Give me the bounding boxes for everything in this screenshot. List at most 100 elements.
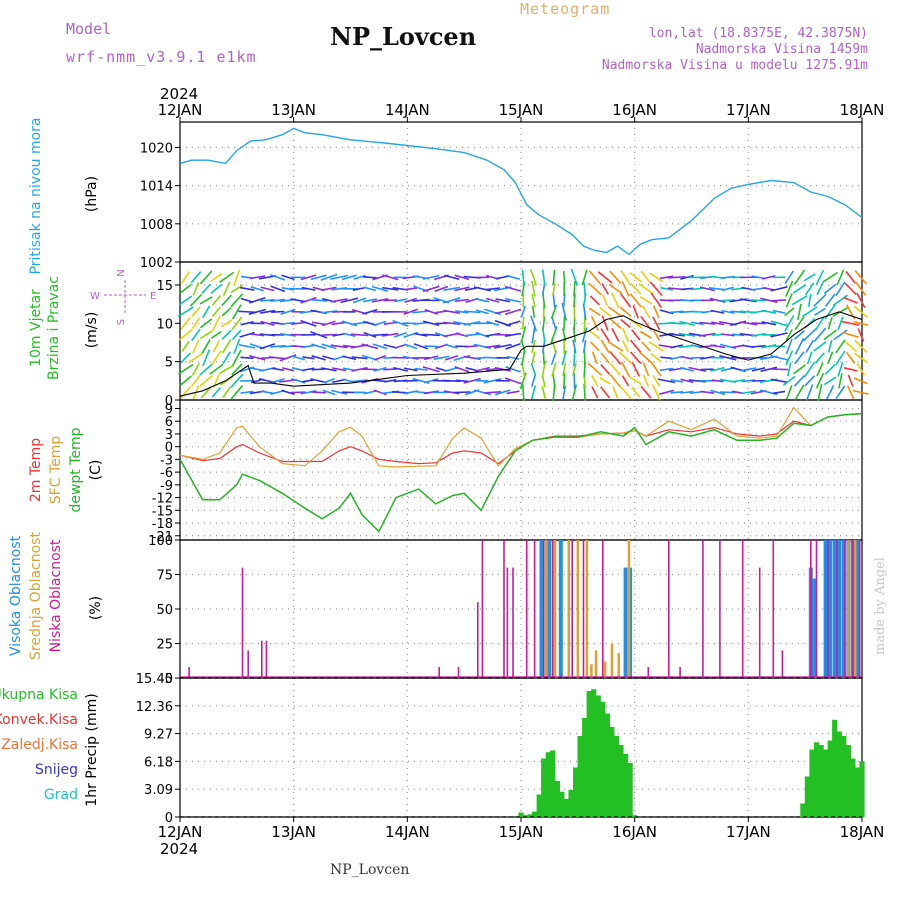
cloud-low-bar	[457, 667, 460, 678]
wind-arrow	[837, 316, 844, 331]
wind-arrow	[373, 366, 387, 372]
wind-arrow	[443, 321, 461, 325]
wind-arrow	[424, 355, 439, 361]
wind-arrow	[231, 363, 243, 376]
wind-arrow	[680, 287, 694, 291]
wind-arrow	[690, 356, 704, 359]
precip-legend-item: Zaledj.Kisa	[1, 737, 78, 753]
wind-arrow	[259, 309, 276, 314]
wind-arrow	[310, 331, 328, 339]
wind-arrow	[351, 366, 368, 372]
wind-arrow	[641, 341, 651, 352]
wind-arrow	[784, 270, 794, 285]
wind-arrow	[310, 274, 327, 281]
wind-arrow	[199, 270, 213, 285]
wind-arrow	[630, 351, 642, 365]
wind-arrow	[444, 355, 459, 361]
wind-arrow	[383, 368, 398, 371]
wind-arrow	[321, 367, 337, 372]
wind-arrow	[822, 271, 839, 283]
wind-arrow	[642, 374, 650, 387]
wind-arrow	[383, 321, 397, 325]
wind-arrow	[611, 292, 620, 309]
wind-arrow	[740, 390, 757, 395]
cloud-high-bar	[623, 567, 628, 678]
wind-arrow	[200, 386, 212, 399]
x-tick-label-bottom: 16JAN	[612, 823, 657, 841]
precip-bar	[623, 754, 629, 817]
wind-arrow	[652, 305, 660, 319]
wind-arrow	[271, 367, 284, 372]
wind-arrow	[619, 385, 632, 400]
wind-arrow	[231, 349, 242, 366]
cloud-low-bar	[668, 540, 670, 678]
wind-arrow	[230, 284, 244, 294]
wind-arrow	[770, 332, 788, 338]
cloud-low-bar	[261, 640, 263, 678]
wind-arrow	[642, 362, 650, 377]
x-tick-label-bottom: 14JAN	[385, 823, 430, 841]
precip-bar	[559, 791, 565, 817]
wind-arrow	[607, 340, 624, 352]
wind-arrow	[188, 352, 204, 364]
wind-arrow	[178, 329, 193, 341]
cloud-low-bar	[241, 567, 244, 678]
wind-arrow	[652, 374, 661, 387]
wind-arrow	[232, 329, 242, 340]
wind-arrow	[823, 376, 837, 386]
wind-arrow	[434, 285, 449, 292]
wind-arrow	[248, 308, 267, 315]
wind-arrow	[342, 355, 357, 361]
cloud-mid-bar	[594, 650, 598, 678]
wind-arrow	[815, 316, 825, 331]
precip-bar	[550, 750, 556, 817]
wind-arrow	[599, 377, 611, 385]
wind-arrow	[455, 298, 469, 302]
wind-arrow	[815, 269, 825, 285]
wind-arrow	[311, 321, 326, 326]
temp-sfc-line	[179, 406, 863, 468]
lonlat-info: lon,lat (18.8375E, 42.3875N)	[648, 26, 868, 41]
wind-arrow	[709, 297, 726, 303]
wind-arrow	[600, 386, 611, 399]
wind-arrow	[330, 274, 349, 280]
wind-arrow	[680, 366, 694, 372]
wind-arrow	[531, 351, 536, 365]
y-tick-label: 9	[165, 402, 173, 417]
wind-arrow	[591, 374, 599, 387]
wind-arrow	[751, 344, 766, 348]
y-tick-label: 1002	[140, 256, 173, 271]
wind-arrow	[413, 343, 429, 350]
wind-arrow	[609, 270, 622, 285]
precip-bar	[845, 745, 851, 817]
wind-arrow	[668, 322, 685, 325]
compass-north: N	[116, 269, 127, 276]
wind-arrow	[363, 390, 377, 395]
wind-arrow	[443, 309, 461, 314]
wind-arrow	[531, 325, 536, 344]
wind-arrow	[562, 362, 567, 377]
wind-arrow	[761, 309, 777, 314]
wind-arrow	[531, 293, 536, 307]
wind-arrow	[650, 362, 662, 377]
x-tick-label-top: 15JAN	[499, 101, 544, 119]
wind-arrow	[212, 340, 221, 353]
wind-arrow	[271, 310, 285, 313]
wind-arrow	[455, 379, 469, 383]
wind-arrow	[640, 385, 652, 399]
wind-arrow	[485, 297, 500, 303]
wind-arrow	[322, 389, 336, 396]
wind-arrow	[233, 338, 241, 354]
wind-arrow	[659, 275, 674, 280]
wind-arrow	[321, 286, 337, 291]
cloud-low-bar	[719, 540, 721, 678]
precip-bar	[609, 727, 615, 817]
wind-arrow	[402, 355, 419, 360]
precip-bar	[518, 812, 524, 817]
wind-arrow	[751, 332, 766, 337]
wind-arrow	[422, 333, 440, 337]
precip-bar	[813, 742, 820, 817]
wind-arrow	[658, 389, 675, 395]
wind-arrow	[221, 294, 232, 307]
wind-arrow	[649, 272, 664, 283]
